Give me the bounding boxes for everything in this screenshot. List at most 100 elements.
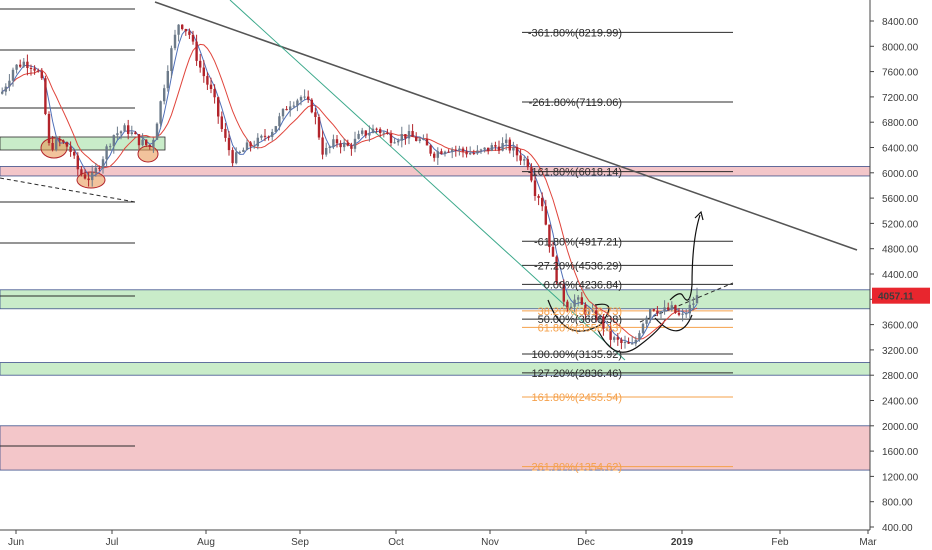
candle-body <box>260 135 263 138</box>
resistance-zone <box>0 425 871 471</box>
candle-body <box>548 224 551 248</box>
candle-body <box>505 139 508 144</box>
candle-body <box>325 147 328 155</box>
y-tick-label: 6800.00 <box>882 118 919 129</box>
candle-body <box>109 146 112 148</box>
y-tick-label: 8000.00 <box>882 42 919 53</box>
candle-body <box>19 64 22 67</box>
candle-body <box>231 150 234 164</box>
candle-body <box>134 132 137 135</box>
fib-label: 38.20%(3816.73) <box>538 306 622 318</box>
candle-body <box>497 146 501 151</box>
candle-body <box>519 155 522 161</box>
fib-label: 161.80%(2455.54) <box>531 392 622 404</box>
candle-body <box>364 130 367 136</box>
candle-body <box>112 135 115 147</box>
y-tick-label: 3600.00 <box>882 321 919 332</box>
candle-body <box>508 139 511 151</box>
candle-body <box>440 151 443 154</box>
candle-body <box>73 151 76 156</box>
candle-body <box>544 206 547 225</box>
candle-body <box>159 101 162 124</box>
candle-body <box>379 129 382 133</box>
y-tick-label: 7200.00 <box>882 93 919 104</box>
fib-label: 61.80%(3556.03) <box>538 322 622 334</box>
x-tick-label: Dec <box>577 537 595 548</box>
candle-body <box>26 61 29 68</box>
candle-body <box>33 68 36 71</box>
candle-body <box>58 139 61 141</box>
y-tick-label: 1600.00 <box>882 447 919 458</box>
candle-body <box>494 145 497 147</box>
candle-body <box>80 169 83 175</box>
candle-body <box>51 142 54 150</box>
drawn-curve <box>669 284 693 301</box>
candle-body <box>253 146 256 148</box>
candle-body <box>256 137 259 147</box>
candle-body <box>425 138 429 146</box>
candle-body <box>206 76 209 85</box>
candle-body <box>65 142 69 147</box>
candle-body <box>350 145 353 149</box>
candle-body <box>69 146 72 152</box>
candle-body <box>170 48 173 72</box>
candle-body <box>310 99 313 113</box>
price-tag-box <box>872 287 930 304</box>
candle-body <box>235 152 238 164</box>
candle-body <box>181 24 184 30</box>
candle-body <box>123 125 126 132</box>
y-tick-label: 1200.00 <box>882 472 919 483</box>
candle-body <box>281 108 285 117</box>
candle-body <box>289 106 292 111</box>
candle-body <box>443 151 447 154</box>
candle-body <box>94 167 97 173</box>
candle-body <box>472 152 475 154</box>
candle-body <box>533 180 537 196</box>
price-tag: 4057.11 <box>872 287 930 304</box>
candle-body <box>105 146 108 160</box>
candle-body <box>659 311 663 314</box>
fib-labels-layer: -361.80%(8219.99) -261.80%(7119.06) -161.8… <box>528 27 622 473</box>
candle-body <box>523 159 526 161</box>
resistance-zone <box>0 166 871 177</box>
candle-body <box>22 61 25 67</box>
candle-body <box>454 149 457 151</box>
candle-body <box>199 60 202 68</box>
candle-body <box>674 305 677 313</box>
candle-body <box>346 142 349 146</box>
price-tag-label: 4057.11 <box>878 292 914 303</box>
dashed-trendline <box>0 177 136 203</box>
candle-body <box>627 342 630 344</box>
candle-body <box>119 131 123 134</box>
candle-body <box>155 123 159 140</box>
candle-body <box>217 97 220 117</box>
annotations-layer <box>0 0 858 447</box>
support-zone <box>0 362 871 376</box>
candle-body <box>411 131 414 137</box>
y-tick-label: 8400.00 <box>882 17 919 28</box>
candle-body <box>335 139 339 144</box>
arrow-head-icon <box>694 210 704 221</box>
candle-body <box>404 134 407 139</box>
fib-label: 0.00%(4236.84) <box>544 279 622 291</box>
candle-body <box>209 84 213 90</box>
candle-body <box>692 303 695 305</box>
candle-body <box>274 126 277 132</box>
candle-body <box>620 339 623 344</box>
candle-body <box>314 112 317 118</box>
zones-layer <box>0 136 871 471</box>
candle-body <box>397 140 400 143</box>
drawn-curve <box>547 299 610 332</box>
candle-body <box>238 151 241 153</box>
fib-label: 100.00%(3135.92) <box>531 349 622 361</box>
candle-body <box>127 125 130 134</box>
candle-body <box>213 89 216 98</box>
candle-body <box>62 140 65 143</box>
candle-body <box>371 128 375 133</box>
candle-body <box>645 317 648 324</box>
fib-label: 127.20%(2836.46) <box>531 368 622 380</box>
candle-body <box>451 149 454 152</box>
candle-body <box>271 131 274 137</box>
x-tick-label: Nov <box>481 537 499 548</box>
candle-body <box>663 307 666 312</box>
